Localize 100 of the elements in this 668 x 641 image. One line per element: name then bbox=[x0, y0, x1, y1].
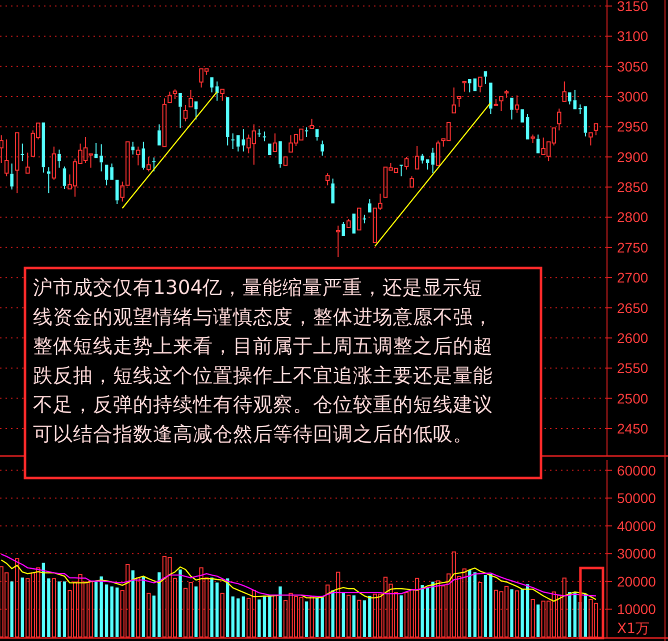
bar bbox=[10, 581, 14, 637]
candlestick bbox=[110, 163, 114, 180]
bar bbox=[152, 596, 156, 637]
candlestick bbox=[568, 92, 572, 105]
bar bbox=[142, 576, 145, 637]
annotation: 沪市成交仅有1304亿，量能缩量严重，还是显示短线资金的观望情绪与谨慎态度，整体进场意愿不强，整体短线走势上来看，目前属于上周五调整之后的超跌反抽，短线这个位置操作上不宜追涨主要还是量能不足，反弹的持续性有待观察。仓位较重的短线建议可以结合指数逢高减仓然后等待回调之后的低吸。 bbox=[33, 276, 493, 446]
bar bbox=[331, 590, 334, 637]
candlestick bbox=[468, 79, 472, 93]
y-tick-label: 2700 bbox=[617, 270, 648, 286]
bar bbox=[178, 569, 182, 637]
bar bbox=[468, 570, 472, 637]
bar bbox=[242, 596, 245, 637]
y-tick-label: 2900 bbox=[617, 148, 648, 165]
y-tick-label: 3150 bbox=[617, 0, 648, 14]
candlestick bbox=[162, 98, 167, 148]
bar bbox=[310, 596, 314, 638]
bar bbox=[431, 582, 434, 637]
bar bbox=[262, 596, 266, 637]
y-tick-label: 2450 bbox=[617, 420, 648, 436]
candlestick bbox=[131, 141, 135, 155]
bar bbox=[268, 596, 272, 637]
bar bbox=[326, 584, 330, 638]
candlestick bbox=[220, 88, 224, 102]
candlestick bbox=[520, 109, 524, 122]
bar bbox=[336, 572, 340, 638]
bar bbox=[116, 588, 119, 637]
y-tick-label: 2600 bbox=[617, 330, 648, 346]
candlestick bbox=[10, 163, 14, 190]
bar bbox=[94, 581, 98, 637]
bar bbox=[194, 586, 198, 637]
bar bbox=[510, 589, 514, 637]
y-tick-label: 40000 bbox=[617, 518, 656, 534]
y-tick-label: 2750 bbox=[617, 239, 648, 256]
y-tick-label: 3050 bbox=[617, 58, 648, 74]
bar bbox=[62, 581, 66, 637]
candlestick bbox=[494, 98, 498, 106]
candlestick bbox=[362, 214, 366, 224]
candlestick bbox=[315, 129, 319, 142]
candlestick bbox=[331, 178, 334, 204]
candlestick bbox=[473, 78, 477, 92]
bar bbox=[400, 595, 403, 637]
bar bbox=[136, 577, 140, 638]
bar bbox=[146, 592, 151, 638]
bar bbox=[342, 592, 345, 637]
candlestick bbox=[272, 132, 278, 152]
bar bbox=[226, 578, 230, 637]
bar bbox=[568, 592, 572, 637]
candlestick bbox=[510, 98, 514, 120]
candlestick bbox=[526, 114, 530, 140]
candlestick bbox=[62, 166, 66, 190]
candlestick bbox=[47, 166, 50, 194]
candlestick bbox=[58, 149, 61, 168]
y-tick-label: 2950 bbox=[617, 118, 648, 135]
candlestick bbox=[431, 147, 434, 174]
bar bbox=[514, 590, 520, 638]
bar bbox=[484, 575, 488, 637]
candlestick bbox=[368, 198, 372, 212]
bar bbox=[304, 601, 308, 637]
candlestick bbox=[283, 156, 288, 166]
bar bbox=[473, 572, 477, 637]
bar bbox=[110, 586, 114, 637]
bar bbox=[520, 589, 524, 637]
candlestick bbox=[42, 122, 46, 174]
bar bbox=[52, 578, 56, 638]
candlestick bbox=[514, 94, 520, 114]
candlestick bbox=[304, 126, 308, 138]
bar bbox=[278, 586, 282, 637]
bar bbox=[158, 572, 161, 637]
bar bbox=[216, 582, 219, 637]
candlestick bbox=[100, 144, 103, 172]
bar bbox=[20, 578, 24, 637]
candlestick bbox=[357, 208, 362, 230]
y-tick-label: 60000 bbox=[617, 462, 656, 478]
candlestick bbox=[115, 180, 119, 204]
candlestick bbox=[231, 132, 235, 150]
candlestick bbox=[178, 92, 182, 128]
y-tick-label: 50000 bbox=[617, 490, 656, 506]
bar bbox=[42, 562, 46, 637]
bar bbox=[573, 592, 576, 637]
candlestick bbox=[342, 222, 346, 236]
candlestick bbox=[136, 146, 140, 166]
bar bbox=[489, 574, 492, 637]
candlestick bbox=[226, 97, 230, 146]
y-tick-label: 20000 bbox=[617, 573, 656, 590]
bar bbox=[526, 584, 530, 637]
candlestick bbox=[268, 144, 272, 156]
bar bbox=[131, 570, 134, 637]
candlestick bbox=[188, 89, 193, 108]
bar bbox=[210, 578, 214, 637]
y-tick-label: 10000 bbox=[617, 601, 656, 618]
bar bbox=[272, 595, 278, 638]
candlestick bbox=[588, 132, 593, 146]
bar bbox=[58, 581, 61, 637]
candlestick bbox=[242, 128, 246, 152]
y-tick-label: 2800 bbox=[617, 209, 648, 226]
bar bbox=[530, 598, 535, 638]
candlestick bbox=[457, 96, 462, 108]
candlestick bbox=[320, 140, 324, 156]
y-tick-label: 2500 bbox=[617, 390, 648, 406]
candlestick bbox=[152, 157, 156, 172]
